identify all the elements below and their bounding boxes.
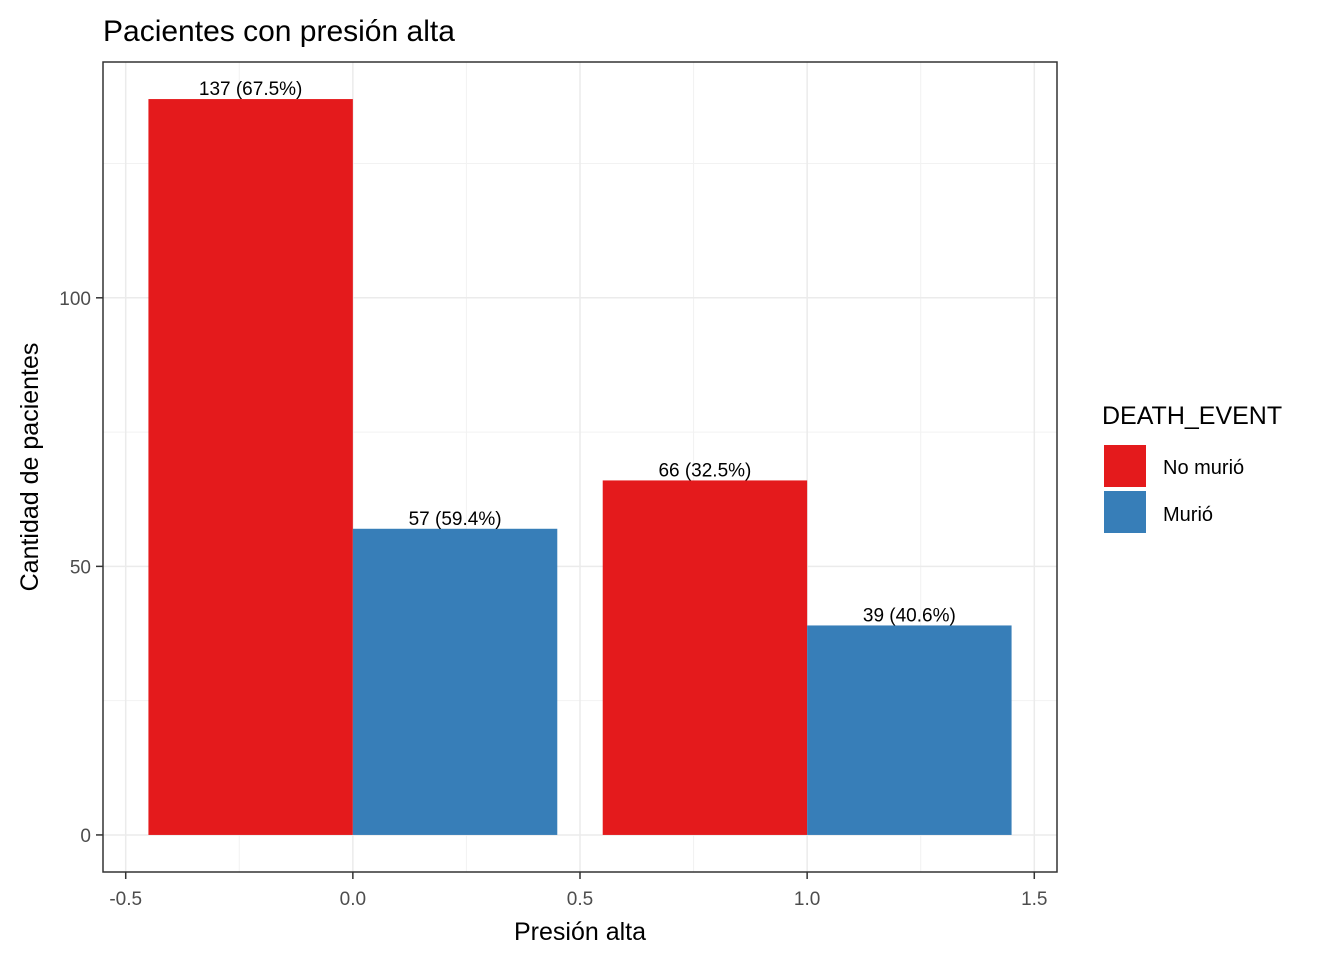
chart-title: Pacientes con presión alta [103,15,455,48]
x-tick-label: 0.0 [340,889,366,910]
y-axis-title: Cantidad de pacientes [16,343,44,592]
legend-key-murio [1104,491,1146,533]
x-axis-title: Presión alta [514,918,646,946]
legend-title: DEATH_EVENT [1102,402,1282,430]
bar-value-label: 39 (40.6%) [863,605,956,626]
bar-labels: 137 (67.5%) 57 (59.4%) 66 (32.5%) 39 (40.6%… [199,79,956,626]
bar [807,625,1012,835]
x-tick-label: 0.5 [567,889,593,910]
bar [148,99,353,835]
bar [602,480,808,835]
x-tick-label: -0.5 [109,889,142,910]
legend-label-no-murio: No murió [1163,457,1244,479]
x-axis: -0.5 0.0 0.5 1.0 1.5 [109,872,1047,910]
bar [352,528,558,835]
y-axis: 0 50 100 [59,289,103,847]
bars [148,99,1012,835]
legend-key-no-murio [1104,445,1146,487]
y-tick-label: 0 [80,826,91,847]
legend: DEATH_EVENT No murió Murió [1102,402,1282,533]
x-tick-label: 1.0 [794,889,820,910]
bar-value-label: 57 (59.4%) [409,509,502,530]
legend-label-murio: Murió [1163,504,1213,526]
x-tick-label: 1.5 [1021,889,1047,910]
bar-value-label: 66 (32.5%) [658,460,751,481]
y-tick-label: 100 [59,289,91,310]
bar-value-label: 137 (67.5%) [199,79,303,100]
y-tick-label: 50 [70,557,91,578]
